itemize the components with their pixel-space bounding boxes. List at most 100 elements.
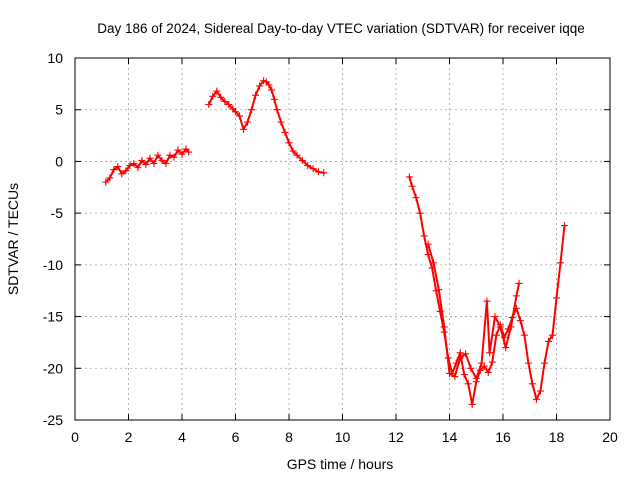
data-point	[486, 349, 494, 357]
data-point	[435, 286, 443, 294]
x-tick-label: 12	[388, 429, 404, 445]
data-point	[146, 154, 154, 162]
data-point	[114, 163, 122, 171]
data-point	[285, 139, 293, 147]
data-point	[314, 168, 322, 176]
data-point	[217, 93, 225, 101]
data-point	[524, 359, 532, 367]
data-point	[420, 232, 428, 240]
x-tick-label: 0	[71, 429, 79, 445]
data-point	[166, 151, 174, 159]
data-point	[185, 148, 193, 156]
data-point	[248, 106, 256, 114]
data-point	[142, 161, 150, 169]
data-point	[270, 95, 278, 103]
data-point	[520, 331, 528, 339]
data-point	[429, 259, 437, 267]
x-tick-label: 2	[125, 429, 133, 445]
grid	[75, 58, 610, 420]
data-point	[244, 118, 252, 126]
data-point	[205, 101, 213, 109]
series-segment-1	[102, 145, 193, 186]
data-point	[491, 313, 499, 321]
x-tick-label: 4	[178, 429, 186, 445]
data-point	[277, 118, 285, 126]
y-tick-label: -25	[43, 412, 63, 428]
data-point	[528, 380, 536, 388]
data-point	[178, 150, 186, 158]
data-point	[252, 91, 260, 99]
data-point	[536, 387, 544, 395]
data-point	[134, 164, 142, 172]
y-tick-label: 0	[55, 153, 63, 169]
data-point	[507, 323, 515, 331]
data-point	[557, 259, 565, 267]
data-point	[516, 317, 524, 325]
y-tick-label: 5	[55, 102, 63, 118]
data-point	[162, 159, 170, 167]
data-point	[309, 165, 317, 173]
data-point	[532, 395, 540, 403]
y-tick-label: 10	[47, 50, 63, 66]
data-point	[126, 162, 134, 170]
data-point	[467, 364, 475, 372]
data-point	[221, 97, 229, 105]
data-point	[170, 153, 178, 161]
data-point	[462, 350, 470, 358]
data-point	[304, 162, 312, 170]
data-point	[492, 331, 500, 339]
data-point	[416, 209, 424, 217]
series-line-segment-3	[408, 175, 566, 406]
y-tick-label: -10	[43, 257, 63, 273]
data-point	[496, 323, 504, 331]
series-segment-2	[205, 77, 328, 177]
y-axis-label: SDTVAR / TECUs	[5, 183, 21, 295]
data-point	[512, 292, 520, 300]
data-point	[138, 156, 146, 164]
data-point	[158, 156, 166, 164]
data-point	[464, 380, 472, 388]
data-point	[236, 112, 244, 120]
data-point	[289, 147, 297, 155]
data-point	[451, 373, 459, 381]
data-point	[118, 170, 126, 178]
data-point	[412, 194, 420, 202]
x-tick-label: 6	[232, 429, 240, 445]
data-point	[130, 159, 138, 167]
y-tick-label: -5	[51, 205, 64, 221]
data-point	[468, 400, 476, 408]
y-tick-label: -20	[43, 360, 63, 376]
data-point	[472, 375, 480, 383]
data-point	[320, 169, 328, 177]
data-point	[106, 174, 114, 182]
data-point	[281, 128, 289, 136]
data-point	[256, 82, 264, 90]
axis-ticks: 0 2 4 6 8 10 12 14 16 18 20 -25 -20 -15 -10 -5 0 5 10	[43, 50, 618, 445]
data-point	[553, 294, 560, 302]
data-series	[102, 77, 569, 408]
data-point	[544, 337, 552, 345]
data-point	[293, 151, 301, 159]
data-point	[456, 354, 464, 362]
x-tick-label: 20	[602, 429, 618, 445]
series-segment-3b	[424, 240, 523, 383]
x-tick-label: 10	[335, 429, 351, 445]
data-point	[225, 101, 233, 109]
data-point	[174, 146, 182, 154]
data-point	[209, 92, 217, 100]
data-point	[265, 81, 273, 89]
data-point	[460, 370, 468, 378]
series-line-segment-1	[104, 148, 190, 184]
x-tick-label: 18	[549, 429, 565, 445]
data-point	[440, 323, 448, 331]
y-tick-label: -15	[43, 309, 63, 325]
x-axis-label: GPS time / hours	[287, 456, 394, 472]
data-point	[540, 359, 548, 367]
data-point	[488, 358, 496, 366]
x-tick-label: 16	[495, 429, 511, 445]
data-point	[213, 87, 221, 95]
data-point	[548, 331, 556, 339]
data-point	[405, 173, 413, 181]
